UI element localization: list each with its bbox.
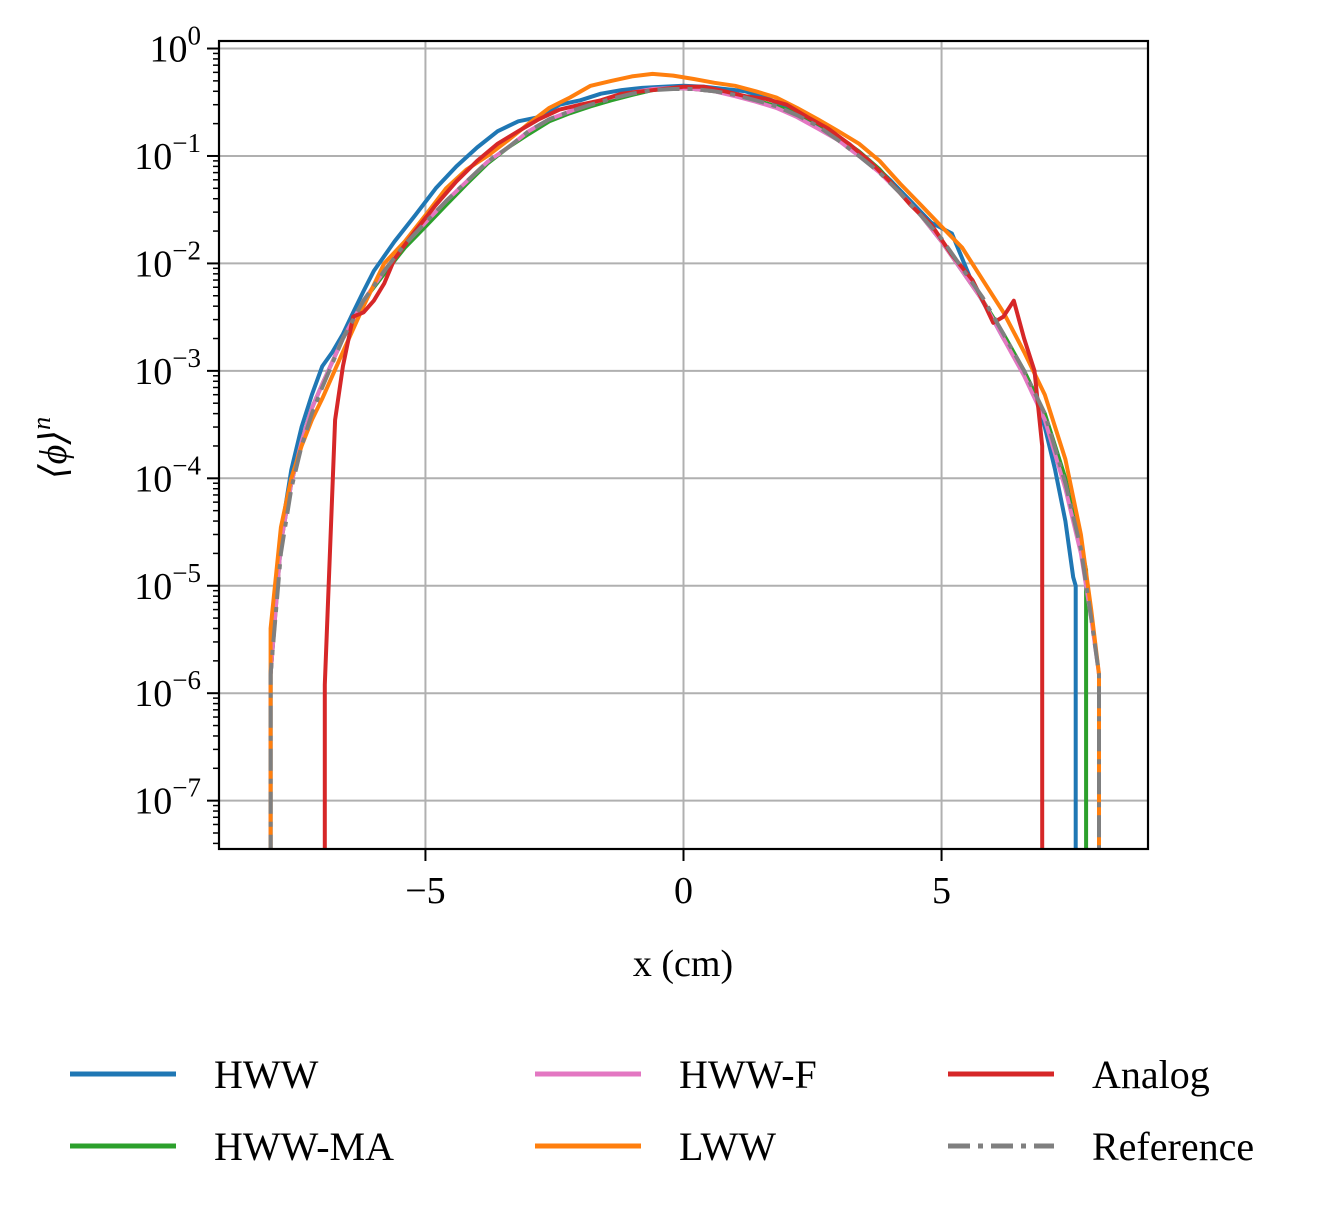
legend-label-hww: HWW [214, 1052, 319, 1097]
y-tick-label-base: 10 [134, 351, 172, 393]
y-tick-label-base: 10 [134, 458, 172, 500]
y-tick-label-base: 10 [134, 243, 172, 285]
y-tick-label: 10−7 [134, 773, 201, 823]
legend-label-analog: Analog [1092, 1052, 1210, 1097]
y-axis-label-sup: n [27, 417, 56, 430]
y-tick-label-exponent: −6 [172, 665, 201, 695]
y-tick-label-exponent: −2 [172, 235, 201, 265]
y-axis-label: ⟨ϕ⟩n [27, 417, 75, 479]
y-tick-label-exponent: −1 [172, 128, 201, 158]
y-tick-label-exponent: −7 [172, 773, 201, 803]
y-tick-label-exponent: −3 [172, 343, 201, 373]
x-tick-label: 0 [674, 870, 693, 912]
y-tick-label-exponent: −4 [172, 450, 201, 480]
y-tick-label: 10−4 [134, 450, 201, 500]
y-tick-label-base: 10 [150, 29, 188, 71]
y-tick-label-exponent: 0 [188, 21, 202, 51]
legend-label-hww-ma: HWW-MA [214, 1124, 394, 1169]
y-tick-label-base: 10 [134, 136, 172, 178]
series-lww [268, 71, 1101, 849]
y-tick-label-base: 10 [134, 781, 172, 823]
y-tick-label-base: 10 [134, 566, 172, 608]
legend-label-reference: Reference [1092, 1124, 1254, 1169]
y-axis-label-group: ⟨ϕ⟩n [27, 417, 75, 479]
y-tick-label: 10−5 [134, 558, 201, 608]
ticks [207, 47, 943, 861]
x-tick-label: −5 [405, 870, 445, 912]
legend-label-hww-f: HWW-F [679, 1052, 817, 1097]
y-tick-label-base: 10 [134, 673, 172, 715]
grid [219, 41, 1148, 849]
y-tick-label: 10−2 [134, 235, 201, 285]
series-layer [268, 71, 1101, 849]
series-reference [268, 87, 1101, 849]
y-tick-label: 100 [150, 21, 202, 71]
y-tick-label: 10−3 [134, 343, 201, 393]
x-axis-label: x (cm) [633, 943, 733, 985]
y-tick-label: 10−1 [134, 128, 201, 178]
y-axis-label-main: ⟨ϕ⟩ [33, 430, 75, 479]
y-tick-label-exponent: −5 [172, 558, 201, 588]
y-tick-label: 10−6 [134, 665, 201, 715]
x-tick-label: 5 [932, 870, 951, 912]
legend: HWW HWW-MA HWW-F LWW Analog Reference [70, 1052, 1254, 1169]
legend-label-lww: LWW [679, 1124, 776, 1169]
